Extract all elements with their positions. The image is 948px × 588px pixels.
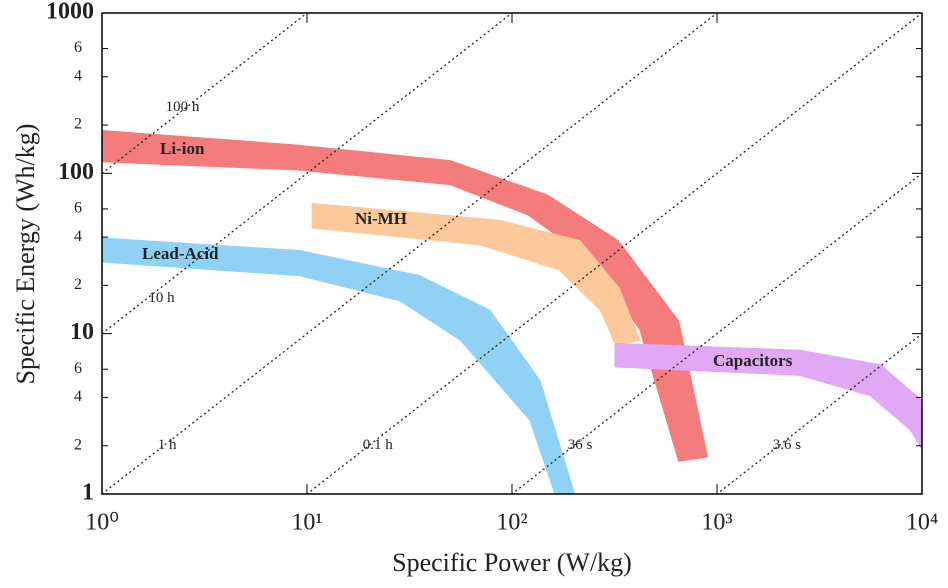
x-axis-title: Specific Power (W/kg) [392,548,632,577]
time-line-label: 36 s [568,437,593,453]
band-label: Ni-MH [355,209,407,228]
y-tick-label: 100 [58,159,94,185]
plot-frame [101,12,923,495]
band-label: Lead-Acid [142,244,219,263]
y-tick-label: 4 [74,228,82,245]
y-tick-label: 2 [74,436,82,453]
y-tick-label: 6 [74,360,82,377]
time-line-label: 1 h [158,437,177,453]
y-tick-label: 4 [74,388,82,405]
time-line [510,172,922,494]
y-tick-label: 4 [74,67,82,84]
y-tick-label: 2 [74,276,82,293]
y-tick-label: 2 [74,116,82,133]
y-tick-label: 6 [74,200,82,217]
band-label: Capacitors [713,351,793,370]
foreground: 10⁰ 10¹ 10² 10³ 10⁴ 1 10 100 1000 2 4 6 2 4 6 2 4 6 Li-ion… [46,0,938,536]
band [102,237,576,494]
y-axis-title: Specific Energy (Wh/kg) [11,124,40,385]
y-tick-label: 1000 [46,0,94,25]
y-tick-label: 1 [82,480,94,506]
x-tick-label: 10⁴ [906,510,938,536]
x-tick-label: 10³ [701,510,732,536]
time-line-label: 3.6 s [773,437,802,453]
x-tick-label: 10⁰ [85,510,119,536]
band [102,129,709,462]
band-label: Li-ion [160,139,205,158]
time-line-label: 0.1 h [363,437,394,453]
bands [102,129,922,494]
time-line-label: 100 h [166,99,200,115]
time-line-label: 10 h [148,290,175,306]
time-line [102,13,309,175]
x-tick-label: 10¹ [291,510,322,536]
y-tick-label: 10 [70,319,94,345]
y-tick-label: 6 [74,39,82,56]
band [614,342,922,450]
x-tick-label: 10² [496,510,527,536]
